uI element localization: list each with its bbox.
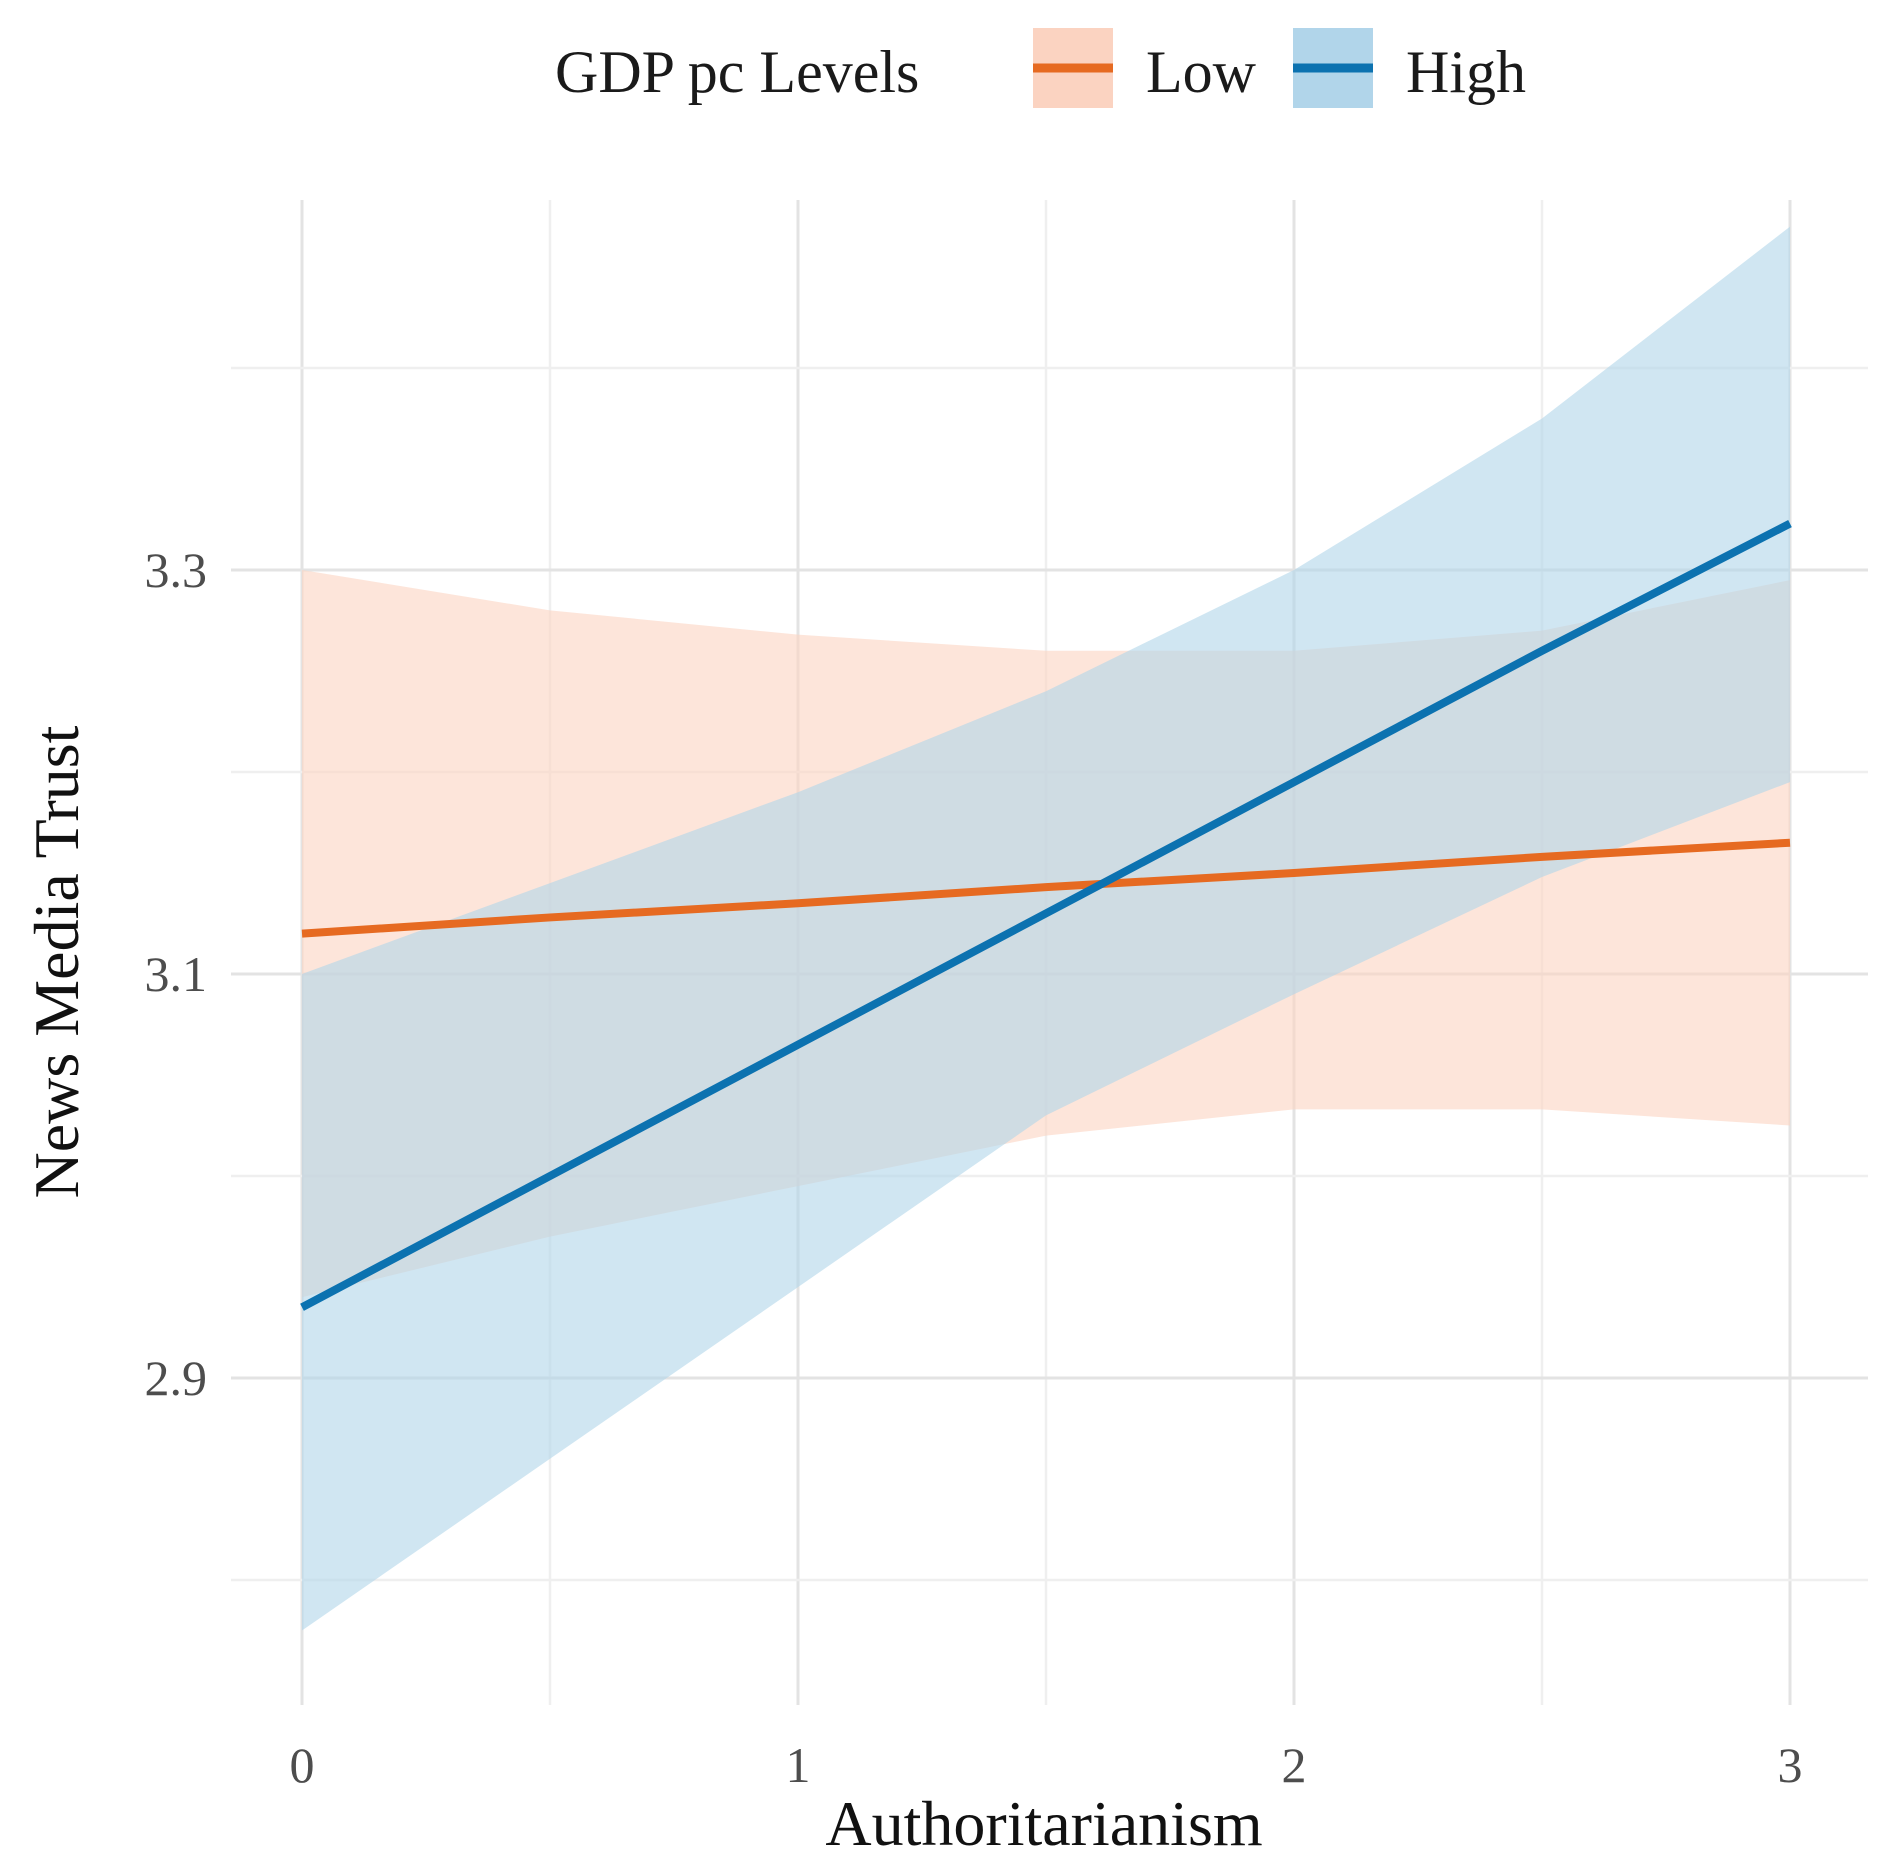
y-tick-label: 2.9	[145, 1350, 208, 1406]
ribbon-high	[302, 226, 1790, 1631]
confidence-ribbons	[302, 226, 1790, 1631]
legend-title: GDP pc Levels	[555, 39, 919, 105]
legend: GDP pc Levels Low High	[555, 28, 1526, 108]
y-tick-label: 3.1	[145, 946, 208, 1002]
x-tick-label: 3	[1778, 1737, 1803, 1793]
series-lines	[300, 519, 1792, 1311]
x-tick-label: 2	[1282, 1737, 1307, 1793]
x-axis-title: Authoritarianism	[825, 1788, 1262, 1859]
x-tick-label: 1	[786, 1737, 811, 1793]
legend-label-high: High	[1406, 39, 1526, 105]
tick-labels: 0 1 2 3 2.9 3.1 3.3	[145, 542, 1803, 1793]
y-tick-label: 3.3	[145, 542, 208, 598]
legend-label-low: Low	[1146, 39, 1257, 105]
y-axis-title: News Media Trust	[21, 725, 92, 1198]
series-line-low	[301, 838, 1791, 938]
series-line-high	[300, 519, 1792, 1311]
x-tick-label: 0	[290, 1737, 315, 1793]
